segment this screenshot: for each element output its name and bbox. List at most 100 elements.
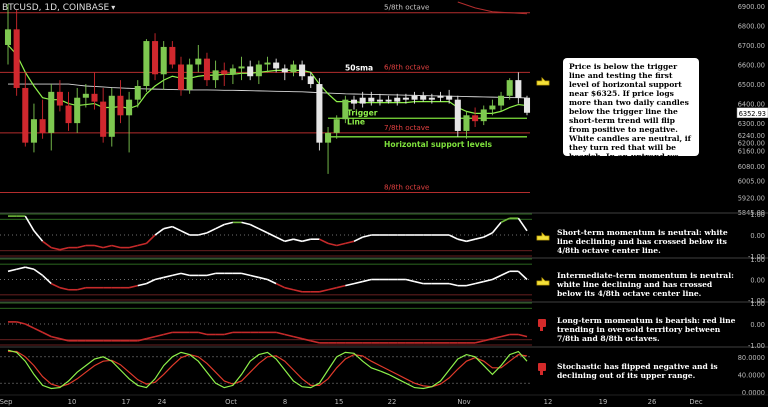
- momentum-segment: [51, 335, 61, 340]
- candle-body: [13, 29, 20, 88]
- momentum-segment: [59, 286, 69, 291]
- candle-body: [480, 109, 487, 122]
- momentum-segment: [24, 215, 35, 232]
- candle-body: [126, 99, 133, 116]
- momentum-segment: [448, 234, 459, 240]
- candle-body: [515, 80, 522, 98]
- momentum-segment: [224, 331, 234, 336]
- momentum-segment: [77, 286, 87, 291]
- price-tick-label: 6200.00: [738, 140, 765, 148]
- thumbs-down-icon-long: [538, 319, 546, 331]
- x-tick-label: Oct: [225, 398, 237, 406]
- momentum-segment: [163, 331, 173, 336]
- x-tick-label: 22: [388, 398, 397, 406]
- price-tick-label: 5920.00: [738, 194, 765, 202]
- momentum-segment: [7, 268, 17, 273]
- momentum-segment: [336, 242, 346, 247]
- momentum-segment: [128, 284, 138, 289]
- momentum-segment: [474, 280, 484, 285]
- candle-body: [177, 64, 185, 90]
- candle-body: [22, 87, 29, 143]
- candle-body: [134, 86, 141, 100]
- momentum-segment: [206, 227, 216, 234]
- candle-body: [342, 99, 349, 120]
- momentum-segment: [319, 238, 329, 245]
- momentum-segment: [180, 272, 190, 277]
- short-term-note-text: Short-term momentum is neutral: white li…: [557, 228, 728, 255]
- candle-body: [91, 93, 98, 102]
- momentum-segment: [327, 242, 337, 247]
- momentum-segment: [275, 282, 286, 289]
- octave-7-8-line-label: 7/8th octave: [384, 123, 430, 132]
- momentum-segment: [284, 286, 294, 291]
- price-tick-label: 6300.00: [738, 120, 765, 128]
- stochastic-d-line: [8, 350, 528, 388]
- candle-body: [143, 41, 150, 86]
- candle-body: [472, 115, 479, 122]
- candle-body: [394, 97, 401, 102]
- support-label: Horizontal support levels: [384, 140, 492, 149]
- candle-body: [100, 101, 107, 137]
- candle-body: [74, 97, 81, 124]
- dropdown-arrow-icon[interactable]: ▾: [111, 3, 116, 12]
- x-tick-label: 17: [122, 398, 131, 406]
- momentum-segment: [483, 337, 493, 342]
- momentum-segment: [198, 331, 208, 336]
- momentum-segment: [172, 225, 182, 232]
- momentum-segment: [405, 278, 415, 283]
- momentum-segment: [163, 225, 173, 230]
- momentum-segment: [258, 227, 268, 234]
- momentum-segment: [180, 230, 190, 236]
- candle-body: [4, 29, 12, 45]
- x-tick-label: 24: [158, 398, 167, 406]
- momentum-segment: [293, 238, 303, 243]
- indicator-tick-label: 0.0000: [742, 389, 765, 397]
- current-price-box: [736, 107, 768, 119]
- candle-body: [273, 62, 280, 69]
- momentum-segment: [111, 244, 121, 249]
- stochastic-k-line: [7, 349, 528, 390]
- octave-5-8-line-label: 5/8th octave: [384, 3, 430, 12]
- indicator-tick-label: 0.00: [750, 277, 765, 285]
- price-tick-label: 6160.00: [738, 147, 765, 155]
- symbol-label[interactable]: BTCUSD, 1D, COINBASE: [2, 3, 110, 13]
- momentum-segment: [33, 230, 44, 242]
- momentum-segment: [215, 223, 225, 230]
- candle-body: [428, 97, 435, 100]
- thumbs-sideways-icon-short: [536, 232, 550, 241]
- indicator-tick-label: -1.00: [748, 253, 765, 261]
- momentum-segment: [249, 223, 260, 230]
- momentum-segment: [128, 244, 138, 249]
- momentum-segment: [310, 340, 320, 344]
- candle-body: [238, 66, 245, 69]
- momentum-segment: [284, 333, 294, 338]
- momentum-segment: [42, 331, 52, 338]
- candle-body: [333, 119, 340, 133]
- momentum-segment: [267, 278, 277, 285]
- octave-6-8-line-label: 6/8th octave: [384, 62, 430, 71]
- x-tick-label: 15: [335, 398, 344, 406]
- symbol-title[interactable]: BTCUSD, 1D, COINBASE ▾: [2, 3, 115, 13]
- long-term-note-text: Long-term momentum is bearish: red line …: [557, 316, 736, 343]
- candle-body: [385, 99, 392, 102]
- momentum-segment: [319, 288, 329, 293]
- momentum-segment: [362, 278, 372, 283]
- candle-body: [117, 95, 124, 116]
- momentum-segment: [137, 242, 147, 247]
- momentum-segment: [293, 335, 303, 340]
- candle-body: [290, 64, 297, 73]
- momentum-segment: [42, 274, 52, 285]
- x-tick-label: 19: [599, 398, 608, 406]
- x-tick-label: 8: [283, 398, 287, 406]
- momentum-segment: [492, 274, 502, 281]
- momentum-segment: [353, 280, 363, 285]
- candle-body: [420, 95, 427, 100]
- candle-body: [229, 68, 236, 75]
- candle-body: [523, 97, 531, 113]
- candle-body: [30, 119, 37, 143]
- candle-body: [350, 99, 358, 104]
- momentum-segment: [172, 272, 182, 277]
- momentum-segment: [154, 228, 165, 236]
- candle-body: [186, 64, 193, 90]
- candle-body: [195, 58, 202, 65]
